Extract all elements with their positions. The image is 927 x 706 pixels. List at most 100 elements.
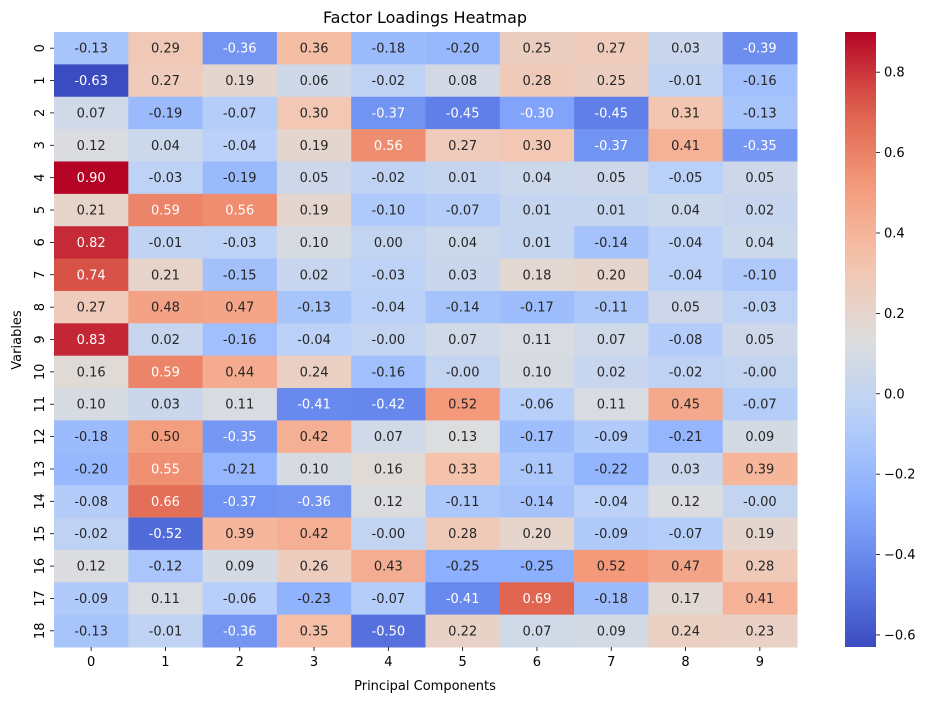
heatmap-cell — [54, 355, 129, 389]
heatmap-cell — [202, 355, 278, 389]
heatmap-cell-labels: -0.13 0.29 -0.36 0.36 -0.18 -0.20 0.25 0.27 0.03… — [74, 42, 776, 640]
cell-value-label: 0.27 — [448, 139, 477, 154]
heatmap-cell — [202, 129, 278, 162]
heatmap-cell — [648, 582, 724, 616]
heatmap-cell — [648, 129, 724, 162]
y-tick-label: 12 — [33, 428, 48, 445]
heatmap-cell — [276, 323, 352, 357]
cell-value-label: -0.01 — [669, 74, 703, 89]
heatmap-cell — [425, 420, 501, 454]
cell-value-label: 0.07 — [597, 333, 626, 348]
heatmap-cell — [499, 485, 575, 519]
heatmap-cell — [276, 517, 352, 551]
heatmap-cell — [574, 193, 649, 227]
cell-value-label: 0.12 — [77, 560, 106, 575]
cell-value-label: -0.11 — [520, 462, 554, 477]
cell-value-label: 0.12 — [671, 495, 700, 510]
cell-value-label: 0.02 — [151, 333, 180, 348]
heatmap-cell — [128, 420, 204, 454]
cell-value-label: -0.16 — [372, 365, 406, 380]
cell-value-label: -0.20 — [446, 42, 480, 57]
heatmap-cell — [128, 226, 204, 260]
heatmap-cell — [499, 129, 575, 162]
cell-value-label: -0.41 — [446, 592, 480, 607]
heatmap-cell — [54, 614, 129, 648]
cell-value-label: -0.18 — [594, 592, 628, 607]
heatmap-cell — [276, 582, 352, 616]
cell-value-label: -0.21 — [669, 430, 703, 445]
x-tick-label: 7 — [607, 655, 615, 670]
cell-value-label: 0.52 — [448, 398, 477, 413]
cell-value-label: 0.28 — [448, 527, 477, 542]
cell-value-label: -0.00 — [743, 365, 777, 380]
cell-value-label: 0.27 — [597, 42, 626, 57]
cell-value-label: -0.00 — [743, 495, 777, 510]
heatmap-cell — [574, 388, 649, 421]
cell-value-label: -0.17 — [520, 301, 554, 316]
cell-value-label: -0.19 — [149, 106, 183, 121]
heatmap-cell — [276, 452, 352, 486]
heatmap-cell — [722, 161, 798, 195]
cell-value-label: -0.13 — [74, 624, 108, 639]
cell-value-label: -0.02 — [74, 527, 108, 542]
cell-value-label: -0.16 — [223, 333, 257, 348]
heatmap-cell — [499, 226, 575, 260]
cell-value-label: -0.36 — [297, 495, 331, 510]
heatmap-cell — [351, 614, 426, 648]
heatmap-cell — [128, 582, 204, 616]
cell-value-label: 0.02 — [300, 268, 329, 283]
heatmap-cell — [425, 517, 501, 551]
heatmap-cell — [128, 549, 204, 583]
cell-value-label: 0.11 — [522, 333, 551, 348]
cell-value-label: -0.07 — [223, 106, 257, 121]
heatmap-cell — [202, 614, 278, 648]
heatmap-cell — [54, 452, 129, 486]
heatmap-cell — [574, 290, 649, 324]
heatmap-cell — [648, 614, 724, 648]
heatmap-cell — [574, 549, 649, 583]
x-tick-label: 0 — [87, 655, 95, 670]
cell-value-label: 0.90 — [77, 171, 106, 186]
cell-value-label: 0.27 — [77, 301, 106, 316]
heatmap-cell — [499, 258, 575, 292]
heatmap-cell — [499, 32, 575, 65]
cell-value-label: -0.10 — [372, 204, 406, 219]
cell-value-label: 0.28 — [522, 74, 551, 89]
heatmap-cell — [276, 355, 352, 389]
heatmap-cell — [202, 452, 278, 486]
cell-value-label: 0.01 — [597, 204, 626, 219]
heatmap-cell — [351, 549, 426, 583]
heatmap-cell — [574, 64, 649, 98]
cell-value-label: -0.07 — [743, 398, 777, 413]
cell-value-label: -0.11 — [594, 301, 628, 316]
cell-value-label: 0.12 — [77, 139, 106, 154]
heatmap-cell — [351, 420, 426, 454]
cell-value-label: -0.11 — [446, 495, 480, 510]
cell-value-label: 0.03 — [448, 268, 477, 283]
heatmap-cell — [351, 129, 426, 162]
colorbar-tick-label: 0.0 — [884, 387, 905, 402]
heatmap-cell — [276, 161, 352, 195]
y-tick-label: 7 — [33, 271, 48, 279]
heatmap-cell — [128, 452, 204, 486]
cell-value-label: 0.45 — [671, 398, 700, 413]
heatmap-cell — [351, 258, 426, 292]
heatmap-cell — [276, 64, 352, 98]
heatmap-cell — [128, 161, 204, 195]
heatmap-cell — [54, 258, 129, 292]
heatmap-cell — [722, 226, 798, 260]
heatmap-cell — [425, 323, 501, 357]
heatmap-cell — [54, 226, 129, 260]
cell-value-label: 0.09 — [225, 560, 254, 575]
heatmap-cell — [202, 32, 278, 65]
heatmap-cell — [722, 388, 798, 421]
cell-value-label: 0.31 — [671, 106, 700, 121]
cell-value-label: 0.16 — [77, 365, 106, 380]
heatmap-cell — [722, 96, 798, 130]
cell-value-label: -0.09 — [74, 592, 108, 607]
heatmap-cell — [425, 32, 501, 65]
cell-value-label: 0.10 — [522, 365, 551, 380]
heatmap-cell — [648, 32, 724, 65]
heatmap-cell — [54, 517, 129, 551]
cell-value-label: -0.03 — [372, 268, 406, 283]
